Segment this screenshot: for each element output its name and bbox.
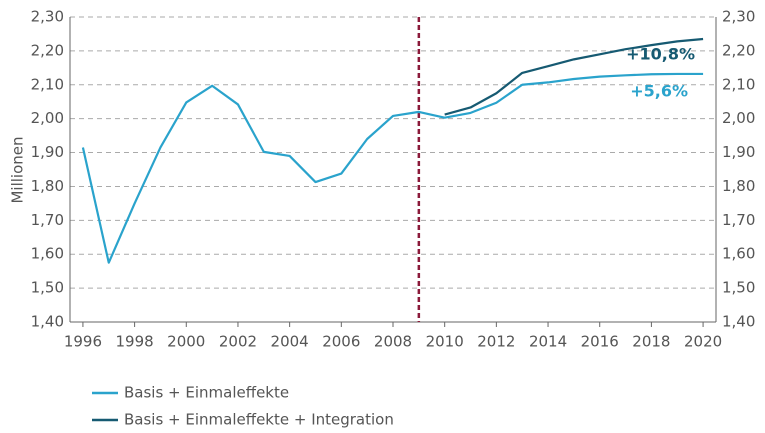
y-tick-label: 2,10: [31, 75, 64, 93]
y2-tick-label: 1,60: [722, 245, 755, 263]
y-tick-label: 1,90: [31, 143, 64, 161]
y-tick-label: 1,50: [31, 279, 64, 297]
x-tick-label: 2000: [167, 333, 205, 351]
y2-tick-label: 1,90: [722, 143, 755, 161]
x-tick-label: 2012: [477, 333, 515, 351]
x-tick-label: 2014: [529, 333, 567, 351]
x-tick-label: 2016: [581, 333, 619, 351]
x-tick-label: 2010: [426, 333, 464, 351]
y2-tick-label: 1,50: [722, 279, 755, 297]
y2-tick-label: 2,10: [722, 75, 755, 93]
y2-tick-label: 1,80: [722, 177, 755, 195]
y2-tick-label: 2,30: [722, 8, 755, 26]
x-tick-label: 2008: [374, 333, 412, 351]
x-tick-label: 2006: [322, 333, 360, 351]
x-tick-label: 1996: [64, 333, 102, 351]
legend-label: Basis + Einmaleffekte: [124, 384, 289, 402]
y-axis-label: Millionen: [9, 136, 27, 203]
series-line: [81, 72, 704, 264]
legend-label: Basis + Einmaleffekte + Integration: [124, 411, 394, 429]
y-tick-label: 1,40: [31, 313, 64, 331]
y-tick-label: 2,30: [31, 8, 64, 26]
x-tick-label: 1998: [116, 333, 154, 351]
x-tick-label: 2002: [219, 333, 257, 351]
y2-tick-label: 2,20: [722, 41, 755, 59]
y-tick-label: 1,80: [31, 177, 64, 195]
annotation: +5,6%: [630, 82, 688, 101]
y-tick-label: 2,20: [31, 41, 64, 59]
x-tick-label: 2004: [271, 333, 309, 351]
y2-tick-label: 2,00: [722, 109, 755, 127]
y-tick-label: 2,00: [31, 109, 64, 127]
y-tick-label: 1,60: [31, 245, 64, 263]
y2-tick-label: 1,70: [722, 211, 755, 229]
x-tick-label: 2020: [684, 333, 722, 351]
series-line: [444, 37, 704, 116]
y-tick-label: 1,70: [31, 211, 64, 229]
y2-tick-label: 1,40: [722, 313, 755, 331]
x-tick-label: 2018: [632, 333, 670, 351]
annotation: +10,8%: [626, 45, 695, 64]
